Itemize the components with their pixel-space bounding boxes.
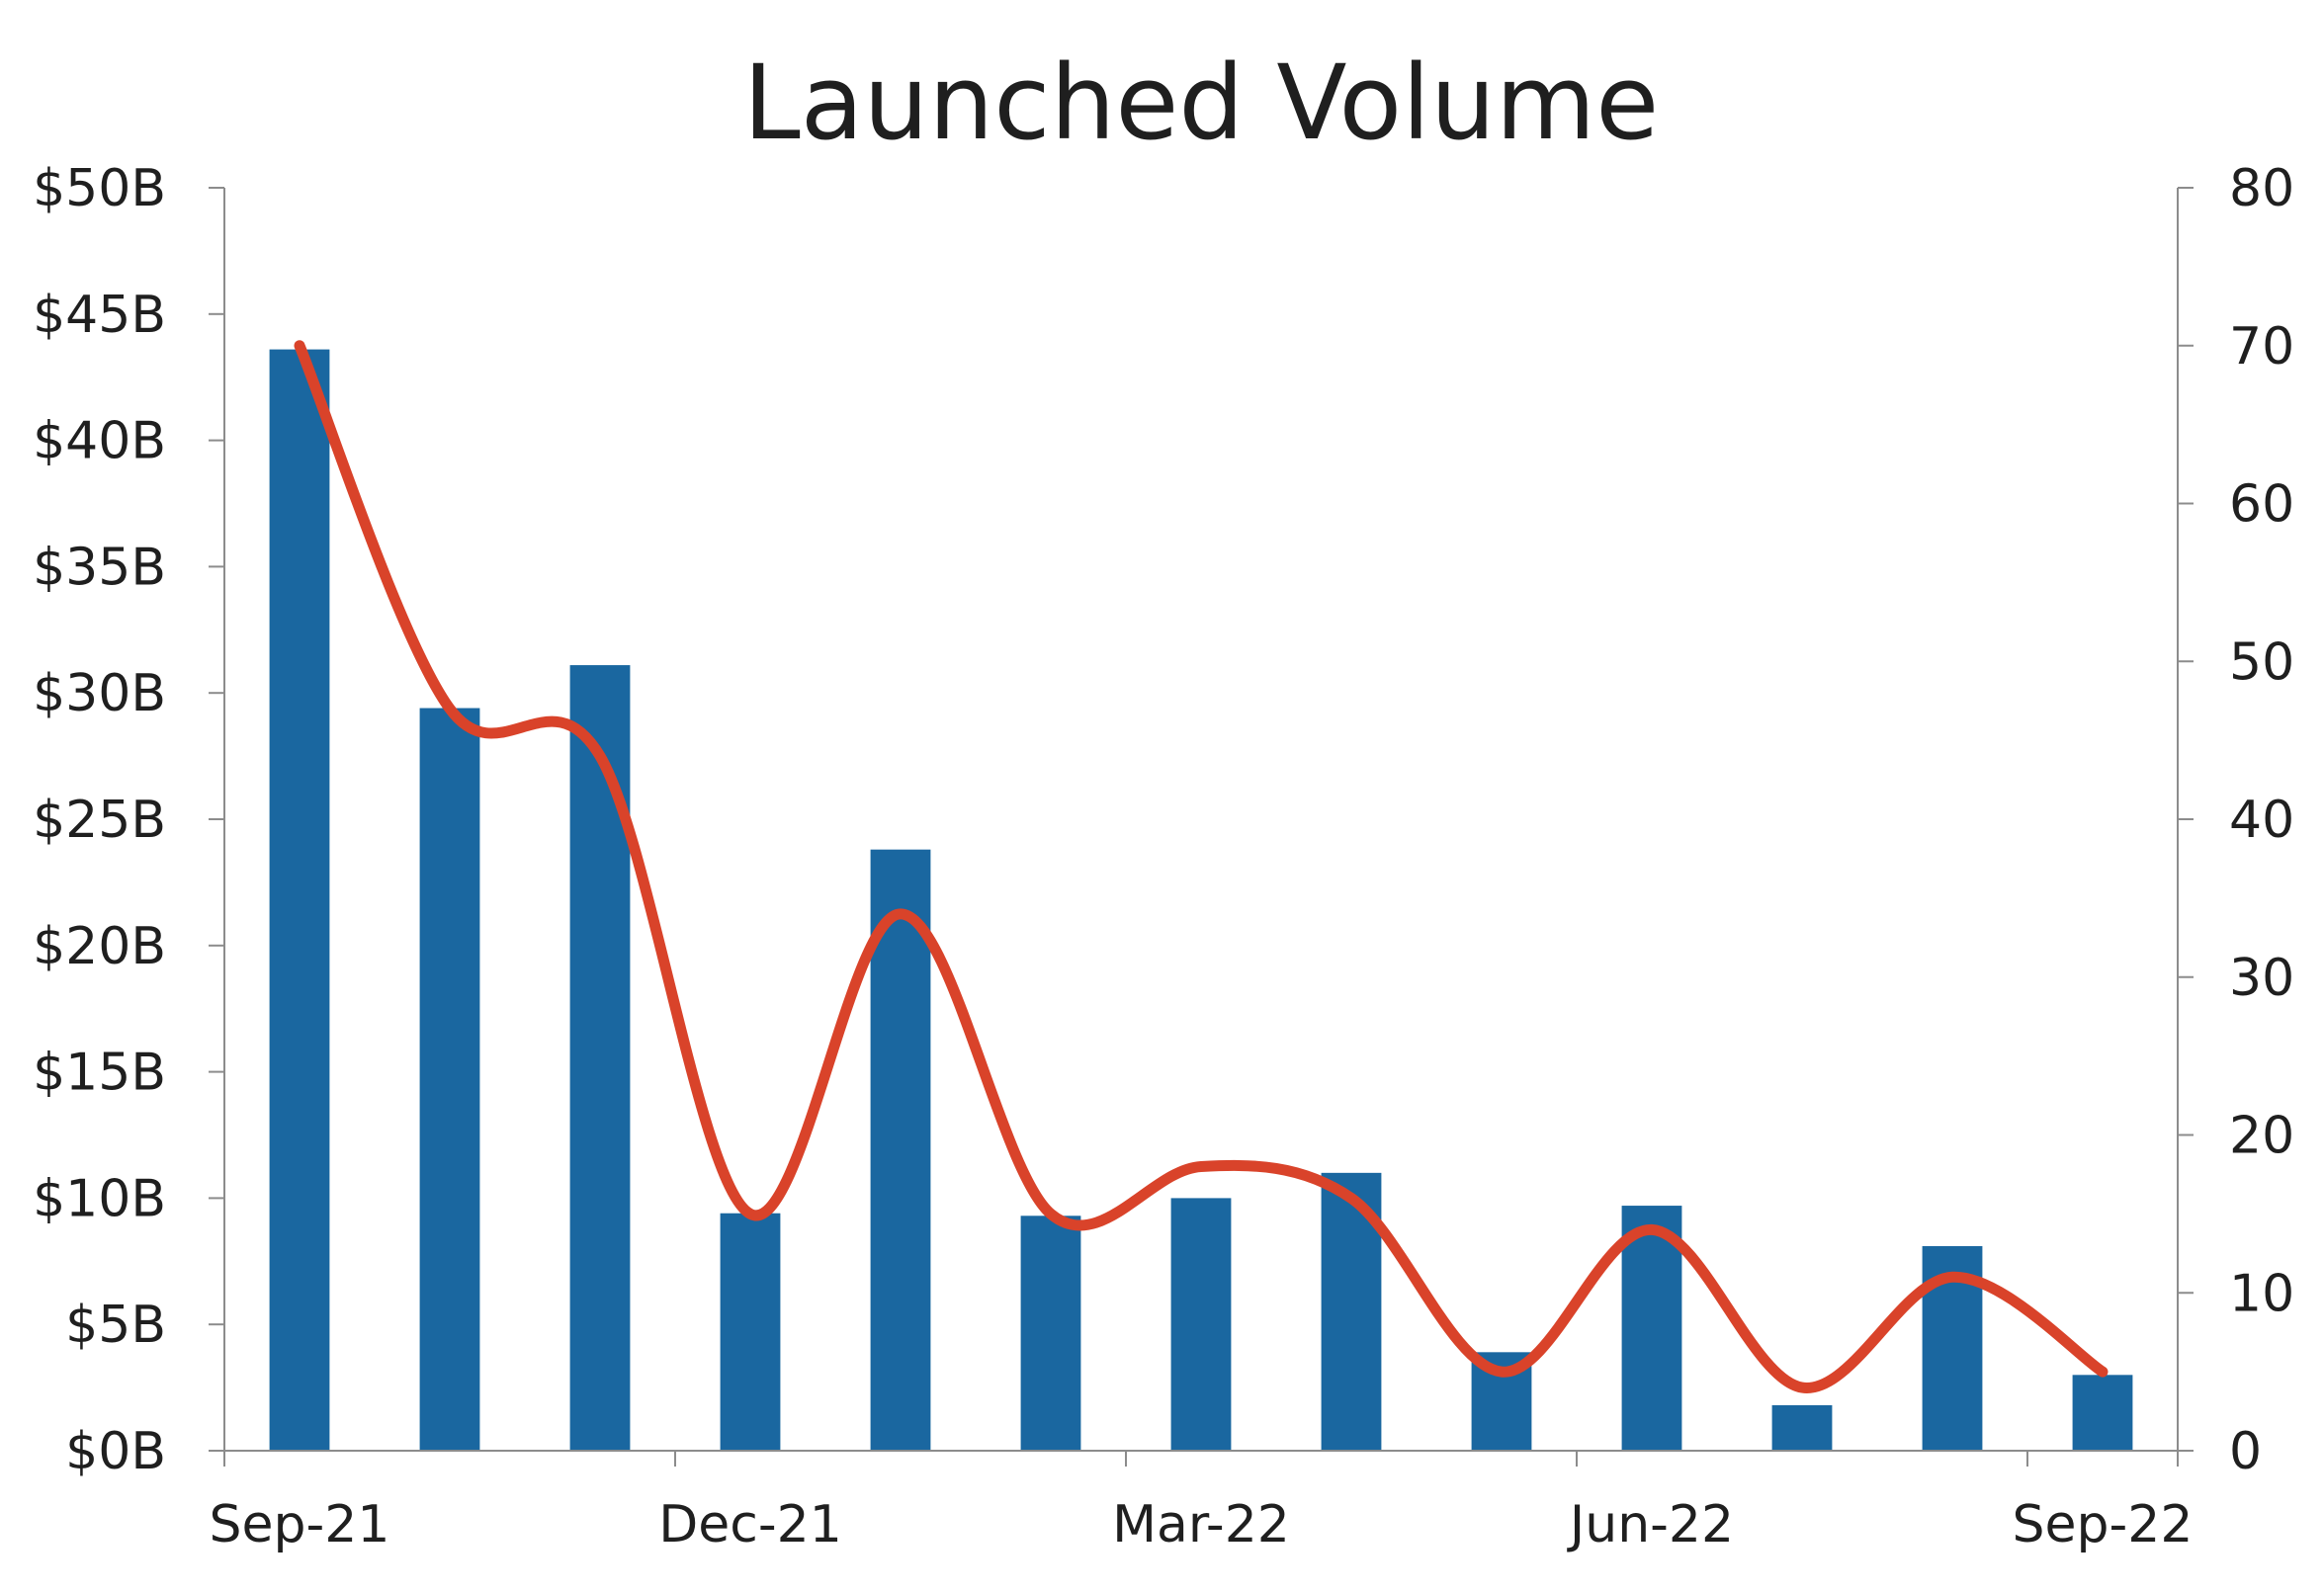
- bar-nov-21: [569, 665, 631, 1451]
- right-y-tick-label: 60: [2229, 475, 2294, 535]
- right-y-tick-label: 0: [2229, 1422, 2262, 1481]
- x-tick-label: Dec-21: [658, 1495, 842, 1554]
- left-y-tick-label: $15B: [33, 1044, 166, 1103]
- right-y-tick-label: 20: [2229, 1107, 2294, 1166]
- bar-jan-22: [870, 849, 931, 1451]
- x-tick-label: Sep-21: [210, 1495, 390, 1554]
- line-series: [294, 340, 2109, 1393]
- line-series-path: [294, 340, 2109, 1393]
- bar-sep-21: [269, 349, 330, 1452]
- right-y-tick-label: 40: [2229, 791, 2294, 850]
- bar-oct-21: [419, 708, 480, 1451]
- left-y-tick-label: $45B: [33, 286, 166, 345]
- left-y-tick-label: $0B: [65, 1422, 166, 1481]
- bar-jun-22: [1621, 1206, 1682, 1451]
- left-y-tick-label: $35B: [33, 538, 166, 597]
- tick-marks: [209, 187, 2194, 1467]
- right-y-tick-label: 80: [2229, 159, 2294, 218]
- bar-series: [269, 349, 2133, 1452]
- bar-sep-22: [2072, 1375, 2133, 1451]
- right-y-tick-label: 10: [2229, 1264, 2294, 1323]
- left-y-tick-label: $5B: [65, 1296, 166, 1355]
- left-y-tick-label: $30B: [33, 664, 166, 723]
- right-y-tick-label: 30: [2229, 949, 2294, 1008]
- left-y-tick-label: $10B: [33, 1169, 166, 1228]
- right-y-tick-label: 70: [2229, 317, 2294, 377]
- bar-feb-22: [1020, 1216, 1081, 1451]
- x-tick-label: Sep-22: [2013, 1495, 2194, 1554]
- bar-dec-21: [720, 1213, 781, 1451]
- right-y-tick-label: 50: [2229, 632, 2294, 692]
- left-y-tick-label: $40B: [33, 412, 166, 471]
- x-tick-label: Mar-22: [1112, 1495, 1290, 1554]
- x-tick-label: Jun-22: [1567, 1495, 1734, 1554]
- bar-jul-22: [1771, 1404, 1833, 1451]
- left-y-tick-label: $25B: [33, 791, 166, 850]
- tick-labels: $0B $5B $10B $15B $20B $25B $30B $35B $40B $45B $5…: [33, 159, 2294, 1554]
- left-y-tick-label: $50B: [33, 159, 166, 218]
- chart-title: Launched Volume: [743, 42, 1659, 163]
- left-y-tick-label: $20B: [33, 917, 166, 976]
- bar-mar-22: [1170, 1198, 1232, 1451]
